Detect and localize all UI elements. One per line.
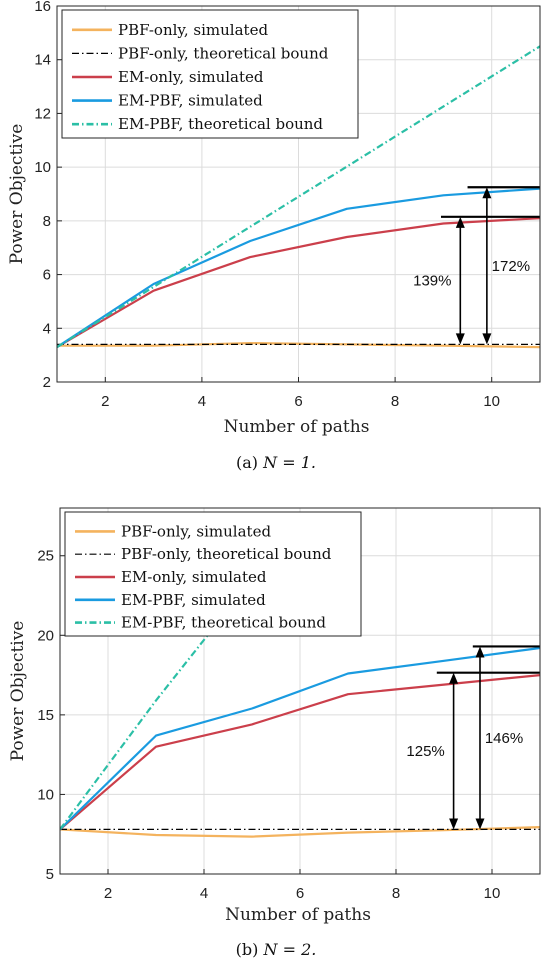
x-tick-label: 10 (483, 393, 500, 410)
series-line-4 (57, 187, 540, 349)
caption-prefix: (a) (236, 453, 263, 472)
y-tick-label: 5 (46, 866, 54, 883)
annotation-2: 172% (467, 186, 540, 345)
legend-label-3: EM-only, simulated (118, 68, 264, 86)
y-tick-label: 14 (34, 52, 51, 69)
caption-math: N = 2. (262, 940, 316, 959)
arrow-head-up-icon (482, 187, 492, 199)
y-axis-label: Power Objective (7, 124, 27, 265)
legend-box (61, 9, 359, 139)
arrow-head-down-icon (455, 333, 465, 345)
y-tick-label: 16 (34, 0, 51, 15)
x-axis-label: Number of paths (224, 417, 370, 437)
x-tick-label: 10 (484, 885, 501, 902)
legend-label-1: PBF-only, simulated (118, 21, 268, 39)
series-line-5 (60, 602, 234, 831)
x-axis-label: Number of paths (225, 905, 371, 925)
caption-math: N = 1. (262, 453, 316, 472)
x-tick-label: 8 (392, 885, 400, 902)
y-axis-label: Power Objective (8, 621, 28, 762)
legend-label-4: EM-PBF, simulated (118, 92, 263, 110)
annotation-2: 146% (472, 645, 540, 830)
legend: PBF-only, simulated PBF-only, theoretical… (61, 9, 359, 139)
x-tick-label: 6 (296, 885, 304, 902)
annotation-label: 146% (485, 730, 523, 747)
figure-caption: (b) N = 2. (236, 940, 317, 959)
chart-panel-1: 139% 172% 2 4 6 8 10 2 4 6 8 10 12 14 16 Number of path… (7, 0, 541, 472)
x-tick-label: 8 (391, 393, 399, 410)
y-tick-label: 25 (37, 548, 54, 565)
arrow-head-up-icon (455, 216, 465, 228)
annotation-1: 125% (406, 671, 540, 830)
legend-label-4: EM-PBF, simulated (121, 591, 266, 609)
arrow-head-up-icon (449, 672, 459, 684)
annotation-1: 139% (413, 215, 540, 345)
series-line-5 (57, 45, 540, 349)
series-line-1 (57, 342, 540, 349)
y-tick-label: 2 (43, 374, 51, 391)
series-line-1 (60, 826, 540, 838)
y-tick-label: 15 (37, 707, 54, 724)
y-tick-label: 10 (34, 159, 51, 176)
x-tick-label: 6 (294, 393, 302, 410)
annotation-label: 125% (406, 743, 444, 760)
legend-label-1: PBF-only, simulated (121, 522, 271, 540)
arrow-head-down-icon (482, 333, 492, 345)
legend-label-3: EM-only, simulated (121, 568, 267, 586)
caption-prefix: (b) (236, 940, 264, 959)
legend-label-2: PBF-only, theoretical bound (121, 545, 332, 563)
annotation-label: 139% (413, 273, 451, 290)
y-tick-label: 20 (37, 627, 54, 644)
x-tick-label: 2 (101, 393, 109, 410)
y-tick-label: 8 (43, 213, 51, 230)
y-tick-label: 10 (37, 786, 54, 803)
figure-caption: (a) N = 1. (236, 453, 316, 472)
arrow-head-down-icon (475, 818, 485, 830)
legend-label-5: EM-PBF, theoretical bound (121, 614, 326, 632)
arrow-head-down-icon (449, 818, 459, 830)
series-line-3 (60, 674, 540, 831)
x-tick-label: 4 (200, 885, 208, 902)
legend: PBF-only, simulated PBF-only, theoretical… (64, 511, 362, 637)
series-lines (57, 45, 540, 349)
y-tick-label: 4 (43, 320, 51, 337)
series-line-4 (60, 646, 540, 831)
x-tick-label: 4 (198, 393, 206, 410)
chart-panel-2: 125% 146% 2 4 6 8 10 5 10 15 20 25 Number of paths Po… (8, 507, 541, 959)
arrow-head-up-icon (475, 646, 485, 658)
annotation-label: 172% (492, 258, 530, 275)
legend-label-5: EM-PBF, theoretical bound (118, 115, 323, 133)
x-tick-label: 2 (104, 885, 112, 902)
y-tick-label: 12 (34, 105, 51, 122)
y-tick-label: 6 (43, 267, 51, 284)
legend-label-2: PBF-only, theoretical bound (118, 44, 329, 62)
